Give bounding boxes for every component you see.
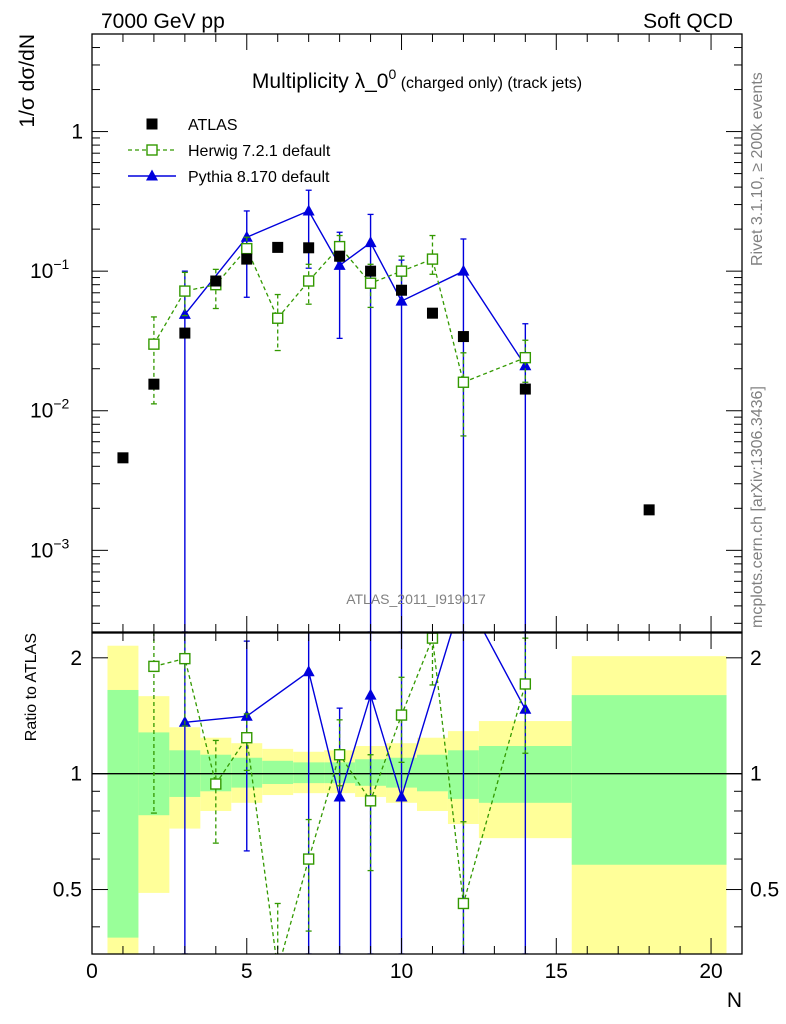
ratio-herwig-point — [273, 964, 283, 974]
ratio-y-tick-label-right: 2 — [750, 647, 762, 670]
main-pythia-line — [184, 210, 526, 367]
main-herwig-point — [148, 338, 160, 350]
plot-title-sup: 0 — [388, 66, 396, 82]
x-tick-label: 20 — [699, 960, 722, 983]
x-tick-label: 15 — [545, 960, 568, 983]
ratio-herwig-point — [457, 897, 470, 910]
main-atlas-point — [643, 504, 655, 516]
main-atlas-point — [179, 327, 191, 339]
ratio-herwig-point — [364, 795, 377, 807]
main-atlas-point — [396, 284, 408, 296]
main-herwig-point — [333, 240, 346, 253]
ratio-y-tick-label-right: 0.5 — [750, 879, 779, 902]
ratio-herwig-point — [395, 709, 408, 721]
ratio-pythia-line — [184, 633, 526, 800]
main-atlas-point — [426, 307, 438, 319]
mcplots-info: mcplots.cern.ch [arXiv:1306.3436] — [749, 386, 766, 628]
main-pythia-point — [395, 294, 408, 306]
ratio-pythia-point — [333, 790, 346, 802]
ratio-y-tick-label-right: 1 — [750, 763, 762, 786]
main-herwig-point — [364, 277, 377, 289]
uncertainty-band-inner — [571, 695, 727, 865]
ratio-herwig-point — [241, 732, 253, 744]
watermark: ATLAS_2011_I919017 — [346, 591, 486, 607]
header-process: Soft QCD — [643, 10, 733, 33]
uncertainty-band-inner — [107, 689, 139, 938]
main-herwig-point — [241, 242, 253, 255]
ratio-pythia-point — [395, 790, 408, 802]
main-panel: 1 10−1 10−2 10−3 ATLAS_2011_I919017 Multipl… — [16, 33, 743, 633]
main-atlas-point — [303, 242, 315, 254]
legend-atlas-marker — [146, 118, 158, 130]
main-pythia-point — [457, 264, 470, 276]
ratio-herwig-point — [179, 652, 191, 665]
x-axis-label: N — [727, 989, 742, 1012]
y-tick-label: 1 — [71, 121, 83, 144]
ratio-axis-label: Ratio to ATLAS — [23, 633, 40, 741]
x-tick-label: 5 — [241, 960, 253, 983]
ratio-herwig-point — [333, 749, 346, 761]
ratio-y-tick-label-left: 1 — [70, 763, 82, 786]
legend-herwig-marker — [146, 144, 158, 156]
legend-pythia-label: Pythia 8.170 default — [188, 169, 330, 186]
main-atlas-point — [148, 378, 160, 390]
main-atlas-point — [117, 452, 129, 464]
ratio-panel-frame — [91, 632, 743, 955]
main-herwig-point — [457, 376, 470, 388]
ratio-herwig-point — [210, 778, 222, 790]
x-tick-label: 0 — [86, 960, 98, 983]
y-axis-label: 1/σ dσ/dN — [16, 34, 39, 128]
main-atlas-point — [210, 275, 222, 287]
main-herwig-point — [179, 285, 191, 297]
ratio-herwig-point — [302, 853, 315, 865]
plot-title-main: Multiplicity λ_0 — [252, 70, 389, 93]
main-atlas-point — [365, 265, 377, 277]
main-pythia-point — [364, 236, 377, 248]
plot-title: Multiplicity λ_00 (charged only) (track … — [252, 66, 582, 93]
ratio-herwig-line — [153, 637, 526, 954]
uncertainty-band-inner — [262, 760, 294, 785]
ratio-pythia-point — [364, 688, 377, 700]
main-atlas-point — [272, 241, 284, 253]
main-pythia-point — [333, 258, 346, 270]
main-pythia-point — [240, 230, 253, 242]
main-herwig-point — [272, 312, 284, 324]
header-energy: 7000 GeV pp — [101, 10, 225, 33]
main-herwig-point — [395, 265, 408, 277]
legend-pythia-marker — [146, 169, 158, 181]
main-atlas-point — [519, 383, 531, 395]
legend-atlas-label: ATLAS — [188, 117, 238, 134]
y-tick-label: 10−2 — [30, 396, 70, 423]
ratio-pythia-point — [302, 665, 315, 677]
main-herwig-point — [426, 253, 439, 265]
y-tick-label: 10−3 — [30, 535, 70, 562]
uncertainty-band-inner — [417, 754, 448, 792]
main-herwig-point — [302, 275, 315, 287]
legend: ATLAS Herwig 7.2.1 default Pythia 8.170 de… — [128, 117, 331, 186]
main-herwig-point — [519, 351, 532, 364]
main-atlas-point — [457, 331, 469, 343]
y-tick-label: 10−1 — [30, 256, 70, 283]
main-atlas-point — [241, 253, 253, 265]
plot-title-rest: (charged only) (track jets) — [396, 75, 582, 92]
ratio-herwig-point — [148, 660, 160, 673]
legend-herwig-label: Herwig 7.2.1 default — [188, 143, 331, 160]
ratio-panel: 2 2 1 1 0.5 0.5 0 5 10 15 20 Ratio to ATLAS N — [23, 632, 779, 1012]
main-atlas-point — [334, 250, 346, 262]
ratio-y-tick-label-left: 0.5 — [53, 879, 82, 902]
main-pythia-point — [302, 204, 315, 216]
ratio-herwig-point — [519, 678, 532, 690]
x-tick-label: 10 — [390, 960, 413, 983]
main-panel-frame — [91, 33, 743, 633]
rivet-info: Rivet 3.1.10, ≥ 200k events — [749, 72, 766, 266]
ratio-y-tick-label-left: 2 — [70, 647, 82, 670]
